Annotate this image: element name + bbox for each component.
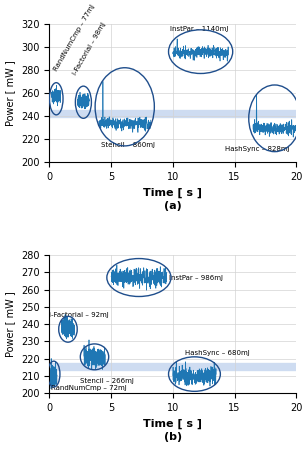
X-axis label: Time [ s ]: Time [ s ]	[143, 187, 202, 198]
Text: RandNumCmp – 77mJ: RandNumCmp – 77mJ	[53, 4, 96, 72]
Text: HashSync – 680mJ: HashSync – 680mJ	[185, 350, 250, 357]
Text: RandNumCmp – 72mJ: RandNumCmp – 72mJ	[51, 385, 127, 391]
Text: i-Factorial – 98mJ: i-Factorial – 98mJ	[72, 21, 107, 76]
Text: InstPar – 986mJ: InstPar – 986mJ	[169, 275, 223, 280]
Text: Stencil – 860mJ: Stencil – 860mJ	[101, 142, 155, 148]
Text: (b): (b)	[164, 432, 182, 442]
Y-axis label: Power [ mW ]: Power [ mW ]	[6, 291, 16, 357]
Y-axis label: Power [ mW ]: Power [ mW ]	[6, 60, 16, 126]
Text: HashSync – 828mJ: HashSync – 828mJ	[225, 146, 289, 152]
Text: i-Factorial – 92mJ: i-Factorial – 92mJ	[50, 313, 109, 318]
Text: (a): (a)	[164, 201, 182, 211]
Text: Stencil – 266mJ: Stencil – 266mJ	[80, 378, 134, 384]
Text: InstPar – 1140mJ: InstPar – 1140mJ	[170, 26, 229, 32]
X-axis label: Time [ s ]: Time [ s ]	[143, 418, 202, 429]
